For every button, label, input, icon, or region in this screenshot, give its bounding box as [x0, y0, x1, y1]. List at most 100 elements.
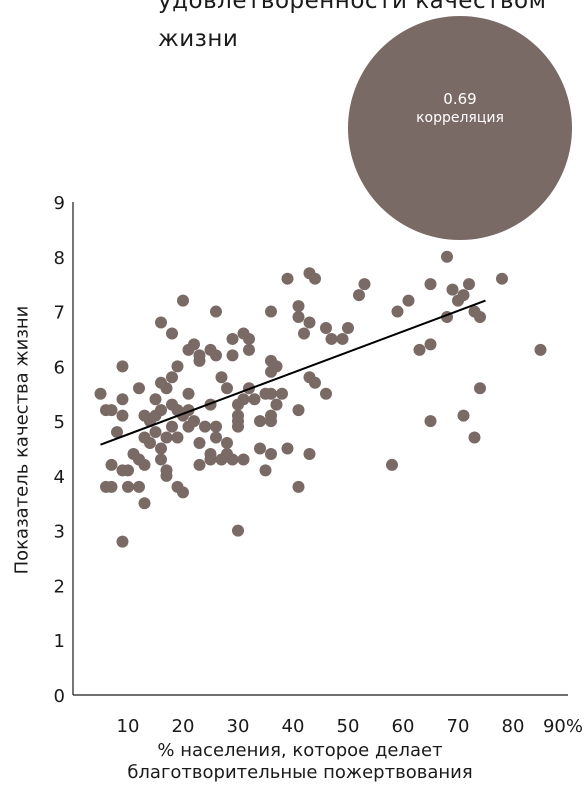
data-point [160, 382, 173, 395]
data-point [133, 480, 145, 493]
data-point [391, 305, 404, 318]
data-point [226, 453, 239, 466]
data-point [413, 343, 426, 356]
data-point [210, 305, 222, 318]
data-point [122, 480, 134, 493]
y-tick-label: 2 [54, 576, 65, 597]
data-point [254, 415, 266, 428]
data-point [188, 338, 200, 351]
data-point [463, 278, 475, 291]
data-point [105, 458, 118, 471]
data-point [457, 289, 470, 302]
trendline-group [100, 299, 486, 446]
data-point [149, 426, 162, 439]
data-point [292, 480, 305, 493]
data-point [265, 447, 277, 460]
data-point [292, 300, 305, 313]
x-tick-label: 20 [172, 716, 195, 737]
data-point [320, 387, 332, 400]
x-tick-label: 40 [282, 716, 305, 737]
data-point [358, 278, 371, 291]
data-point [111, 426, 123, 439]
x-tick-label: 90% [543, 716, 583, 737]
data-point [320, 321, 332, 334]
data-point [424, 278, 437, 291]
data-point [353, 289, 365, 302]
data-point [155, 404, 167, 417]
x-tick-label: 10 [117, 716, 140, 737]
data-point [303, 316, 316, 329]
data-point [116, 535, 129, 548]
data-point [210, 420, 222, 433]
data-point [166, 371, 178, 384]
data-point [298, 327, 310, 340]
data-point [309, 376, 321, 389]
data-point [402, 294, 415, 307]
y-tick-label: 4 [54, 467, 65, 488]
data-point [193, 437, 206, 450]
x-axis-label: % населения, которое делает благотворите… [110, 740, 490, 784]
x-tick-label: 30 [227, 716, 250, 737]
data-point [292, 311, 305, 324]
data-point [105, 404, 118, 417]
data-point [155, 453, 167, 466]
x-tick-label: 70 [447, 716, 470, 737]
data-point [303, 447, 316, 460]
data-point [292, 404, 305, 417]
chart-title: удовлетворенности качеством жизни [158, 0, 578, 58]
data-point [496, 272, 508, 285]
data-point [160, 431, 173, 444]
data-point [325, 332, 338, 345]
data-point [149, 393, 162, 406]
chart-title-line-2: жизни [158, 26, 239, 52]
data-point [468, 431, 481, 444]
data-point [177, 486, 189, 499]
data-points [94, 250, 547, 548]
data-point [210, 431, 222, 444]
y-tick-label: 1 [54, 631, 65, 652]
data-point [210, 349, 222, 362]
data-point [534, 343, 547, 356]
data-point [133, 382, 145, 395]
x-tick-label: 80 [502, 716, 525, 737]
data-point [270, 398, 283, 411]
data-point [254, 442, 266, 455]
data-point [116, 360, 129, 373]
data-point [155, 442, 167, 455]
data-point [265, 305, 277, 318]
data-point [182, 387, 195, 400]
data-point [177, 294, 189, 307]
data-point [342, 321, 354, 334]
data-point [199, 420, 211, 433]
y-tick-label: 6 [54, 357, 65, 378]
data-point [155, 316, 167, 329]
chart-title-line-1: удовлетворенности качеством [158, 0, 547, 14]
data-point [221, 437, 233, 450]
data-point [116, 393, 129, 406]
data-point [171, 360, 184, 373]
y-tick-label: 8 [54, 248, 65, 269]
data-point [232, 409, 244, 422]
data-point [276, 387, 288, 400]
correlation-label: корреляция [416, 110, 504, 126]
data-point [457, 409, 470, 422]
data-point [188, 415, 200, 428]
trendline [100, 299, 486, 446]
data-point [204, 447, 217, 460]
data-point [94, 387, 107, 400]
data-point [226, 349, 239, 362]
axes: 0 1 2 3 4 5 6 7 8 9 10 20 30 40 50 60 70 80 90% [54, 193, 583, 737]
data-point [441, 250, 453, 263]
data-point [138, 497, 151, 510]
data-point [237, 393, 250, 406]
data-point [281, 272, 294, 285]
data-point [424, 338, 437, 351]
data-point [386, 458, 398, 471]
data-point [221, 382, 233, 395]
x-axis-label-line-1: % населения, которое делает [157, 740, 443, 761]
data-point [336, 332, 349, 345]
data-point [243, 332, 255, 345]
data-point [265, 387, 277, 400]
data-point [166, 327, 178, 340]
data-point [281, 442, 294, 455]
